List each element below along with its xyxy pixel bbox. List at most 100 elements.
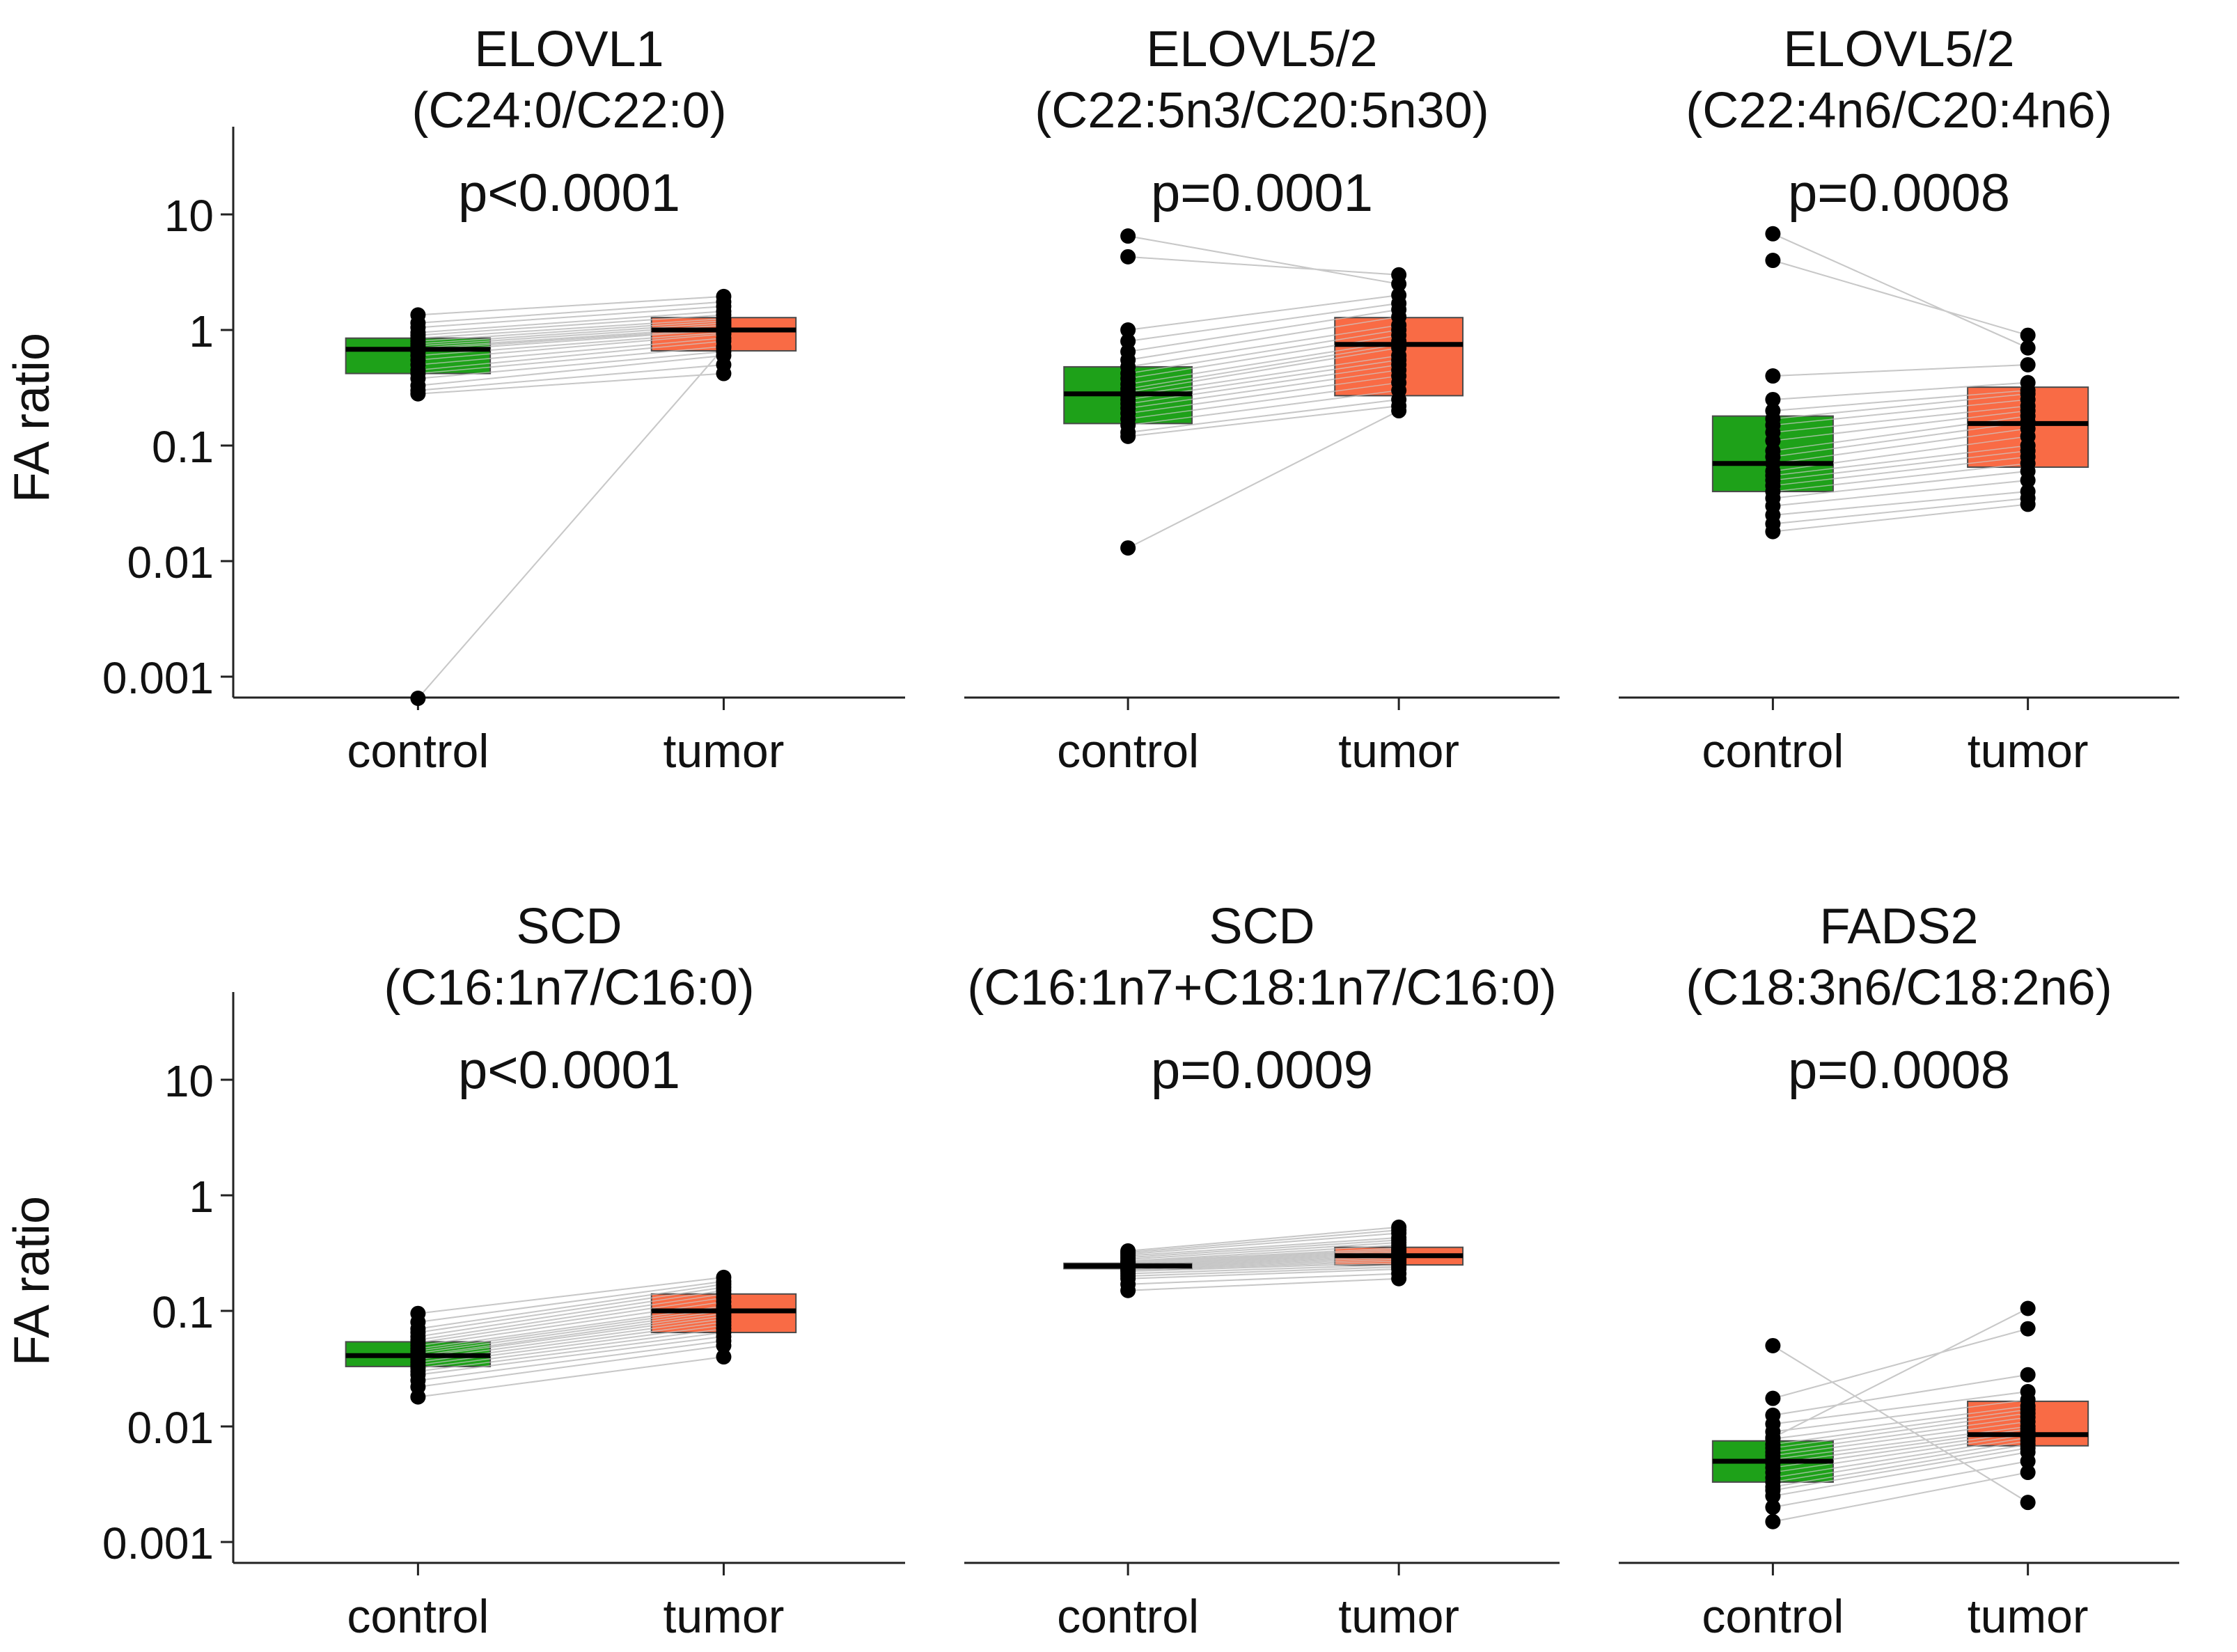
data-point-control bbox=[1120, 333, 1136, 349]
pair-line-overlay bbox=[1773, 1426, 2028, 1460]
data-point-control bbox=[1120, 540, 1136, 556]
pair-line-overlay bbox=[1773, 1399, 2028, 1433]
p-value-label: p=0.0009 bbox=[1151, 1041, 1373, 1100]
p-value-label: p<0.0001 bbox=[458, 1041, 680, 1100]
panel-subtitle: (C16:1n7+C18:1n7/C16:0) bbox=[967, 960, 1557, 1016]
pair-line-overlay bbox=[1773, 1391, 2028, 1425]
data-point-control bbox=[410, 691, 426, 707]
pair-line-overlay bbox=[1128, 355, 1399, 397]
pair-line-overlay bbox=[418, 310, 724, 333]
pair-line-overlay bbox=[418, 1284, 724, 1330]
pair-line-overlay bbox=[418, 1307, 724, 1352]
x-tick-label-control: control bbox=[347, 1590, 489, 1643]
pair-line-overlay bbox=[418, 1287, 724, 1333]
pair-line-overlay bbox=[418, 331, 724, 356]
x-tick-label-tumor: tumor bbox=[664, 725, 785, 778]
pair-line-overlay bbox=[1773, 450, 2028, 481]
pair-line-overlay bbox=[1128, 1247, 1399, 1263]
data-point-control bbox=[1765, 1513, 1781, 1529]
panel-subtitle: (C18:3n6/C18:2n6) bbox=[1686, 960, 2112, 1016]
pair-line-overlay bbox=[1773, 1433, 2028, 1473]
pair-line-overlay bbox=[1128, 1237, 1399, 1257]
x-tick-label-control: control bbox=[347, 725, 489, 778]
y-tick-label: 0.1 bbox=[152, 1287, 214, 1337]
pair-line-overlay bbox=[1128, 1242, 1399, 1260]
pair-line-overlay bbox=[1128, 294, 1399, 331]
data-point-tumor bbox=[2020, 484, 2036, 500]
pair-line-overlay bbox=[1128, 390, 1399, 426]
pair-line-overlay bbox=[418, 1293, 724, 1341]
panel-title: SCD bbox=[516, 899, 622, 954]
pair-line-overlay bbox=[1773, 491, 2028, 516]
pair-line-overlay bbox=[418, 1277, 724, 1314]
pair-line-overlay bbox=[418, 364, 724, 391]
pair-line-overlay bbox=[1128, 1227, 1399, 1252]
data-point-control bbox=[1765, 403, 1781, 419]
pair-line-overlay bbox=[1773, 1413, 2028, 1449]
y-tick-label: 10 bbox=[164, 1056, 214, 1106]
pair-line-overlay bbox=[1773, 390, 2028, 411]
pair-line-overlay bbox=[418, 1290, 724, 1337]
data-point-tumor bbox=[1391, 1219, 1407, 1235]
panel-title: ELOVL5/2 bbox=[1146, 22, 1377, 77]
data-point-control bbox=[1120, 228, 1136, 244]
p-value-label: p=0.0008 bbox=[1788, 164, 2010, 223]
pair-line-overlay bbox=[418, 1340, 724, 1381]
data-point-control bbox=[410, 307, 426, 323]
pair-line-overlay bbox=[1773, 381, 2028, 400]
pair-line-overlay bbox=[1773, 1461, 2028, 1508]
pair-line-overlay bbox=[1773, 1307, 2028, 1438]
pair-line-overlay bbox=[1128, 369, 1399, 409]
x-tick-label-control: control bbox=[1057, 1590, 1199, 1643]
pair-line-overlay bbox=[1128, 1264, 1399, 1275]
pair-line-overlay bbox=[1128, 256, 1399, 276]
pair-line-overlay bbox=[418, 1332, 724, 1372]
panel-subtitle: (C22:4n6/C20:4n6) bbox=[1686, 83, 2112, 139]
data-point-tumor bbox=[1391, 288, 1407, 304]
pair-line-overlay bbox=[418, 1297, 724, 1344]
pair-line-overlay bbox=[1128, 364, 1399, 404]
pair-line-overlay bbox=[1127, 235, 1399, 285]
data-point-tumor bbox=[716, 288, 732, 304]
y-tick-label: 0.01 bbox=[127, 1403, 214, 1453]
x-tick-label-control: control bbox=[1702, 725, 1844, 778]
data-point-tumor bbox=[2020, 1495, 2036, 1511]
panel-title: ELOVL5/2 bbox=[1783, 22, 2014, 77]
pair-line-overlay bbox=[1773, 260, 2028, 336]
pair-line-overlay bbox=[1773, 399, 2028, 426]
data-point-control bbox=[1765, 1407, 1781, 1423]
panel-title: ELOVL1 bbox=[474, 22, 664, 77]
data-point-tumor bbox=[2020, 1321, 2036, 1337]
pair-line-overlay bbox=[1773, 1440, 2028, 1483]
x-tick-label-control: control bbox=[1057, 725, 1199, 778]
pair-line-overlay bbox=[1773, 480, 2028, 507]
y-tick-label: 1 bbox=[189, 1172, 214, 1222]
y-tick-label: 10 bbox=[164, 191, 214, 241]
x-tick-label-tumor: tumor bbox=[1968, 1590, 2089, 1643]
pair-line-overlay bbox=[1773, 421, 2028, 457]
pair-line-overlay bbox=[418, 320, 724, 342]
pair-line-overlay bbox=[1773, 1452, 2028, 1497]
data-point-control bbox=[1120, 1243, 1136, 1259]
pair-line-overlay bbox=[1773, 1421, 2028, 1456]
pair-line-overlay bbox=[1128, 1244, 1399, 1262]
pair-line-overlay bbox=[417, 347, 725, 699]
panel-4: SCD (C16:1n7/C16:0) p<0.0001 control tumor 0.… bbox=[102, 899, 905, 1643]
y-tick-label: 0.01 bbox=[127, 537, 214, 588]
pair-line-overlay bbox=[1773, 427, 2028, 464]
data-point-control bbox=[1765, 391, 1781, 407]
pair-line-overlay bbox=[1128, 343, 1399, 390]
pair-line-overlay bbox=[418, 1310, 724, 1354]
pair-line-overlay bbox=[418, 345, 724, 375]
panel-subtitle: (C22:5n3/C20:5n30) bbox=[1035, 83, 1489, 139]
data-point-tumor bbox=[2020, 1367, 2036, 1383]
pair-line-overlay bbox=[418, 322, 724, 345]
pair-line-overlay bbox=[1773, 471, 2028, 499]
data-point-control bbox=[1765, 226, 1781, 242]
pair-line-overlay bbox=[1128, 1273, 1399, 1285]
pair-line-overlay bbox=[418, 1356, 724, 1398]
pair-line-overlay bbox=[1772, 1345, 2029, 1503]
data-point-tumor bbox=[2020, 1465, 2036, 1481]
data-point-control bbox=[1765, 1500, 1781, 1516]
